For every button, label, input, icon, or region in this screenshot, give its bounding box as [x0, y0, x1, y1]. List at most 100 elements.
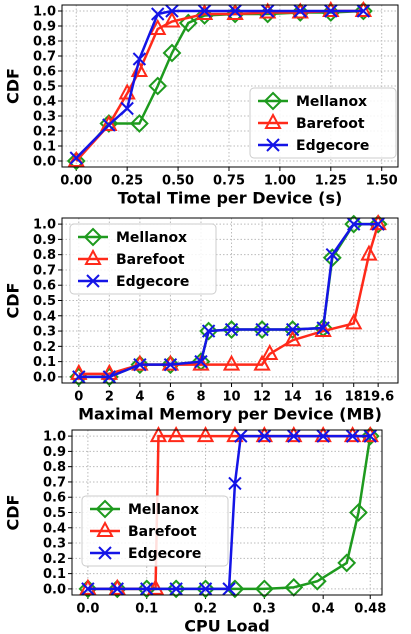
y-tick-label: 1.0 [33, 5, 56, 20]
marker [322, 0, 340, 17]
marker [132, 52, 147, 66]
marker [69, 151, 83, 165]
x-tick-label: 0 [74, 390, 83, 405]
marker [67, 150, 85, 167]
marker [130, 355, 150, 375]
marker [285, 426, 303, 443]
marker [199, 321, 219, 341]
marker [201, 324, 216, 338]
marker [81, 582, 95, 596]
x-tick-label: 0.50 [162, 174, 194, 189]
marker [293, 4, 307, 18]
marker [161, 355, 180, 375]
y-tick-label: 0.3 [43, 537, 66, 552]
x-tick-label: 12 [253, 390, 271, 405]
legend-label: Edgecore [128, 546, 201, 562]
y-tick-label: 0.5 [43, 506, 66, 521]
y-tick-label: 0.8 [43, 460, 66, 475]
marker [129, 114, 149, 133]
marker [349, 503, 368, 522]
marker [257, 429, 272, 443]
marker [86, 274, 100, 288]
marker [356, 4, 371, 18]
plot-frame [61, 217, 399, 384]
marker [226, 3, 244, 20]
marker [228, 4, 242, 18]
marker [322, 248, 342, 268]
marker [283, 330, 302, 347]
marker [266, 138, 280, 152]
x-tick-label: 0.0 [76, 602, 99, 617]
x-tick-label: 18 [345, 390, 363, 405]
legend-label: Mellanox [128, 502, 199, 518]
x-tick-label: 1.50 [366, 174, 398, 189]
marker [353, 1, 373, 21]
y-tick-label: 0.1 [43, 567, 66, 582]
x-tick-label: 0.2 [194, 602, 217, 617]
marker [108, 578, 126, 595]
marker [343, 426, 362, 443]
subplot: 0.00.10.20.30.40.50.60.70.80.91.0 0 2 4 6 8 10… [4, 214, 399, 424]
legend-label: Edgecore [296, 138, 369, 154]
marker [285, 322, 300, 337]
x-tick-label: 0.48 [354, 602, 386, 617]
marker [261, 343, 279, 360]
marker [98, 546, 112, 560]
y-tick-label: 0.2 [33, 125, 56, 140]
y-tick-label: 0.7 [43, 475, 66, 490]
y-tick-label: 1.0 [33, 218, 56, 233]
x-tick-label: 0.1 [135, 602, 158, 617]
y-axis-label: CDF [4, 283, 23, 319]
marker [151, 7, 165, 21]
legend-label: Mellanox [116, 230, 187, 246]
marker [196, 426, 215, 443]
marker [228, 476, 242, 491]
marker [146, 578, 165, 595]
y-tick-label: 0.6 [33, 279, 56, 294]
x-tick-label: 1.00 [264, 174, 296, 189]
marker [263, 91, 283, 111]
marker [222, 320, 241, 339]
marker [149, 18, 167, 35]
marker [133, 357, 147, 372]
y-tick-label: 0.4 [33, 309, 56, 324]
marker [360, 426, 380, 446]
marker [337, 553, 357, 573]
y-tick-label: 0.0 [33, 370, 56, 385]
marker [224, 322, 239, 337]
marker [148, 76, 168, 96]
x-tick-label: 0.00 [60, 174, 92, 189]
marker [120, 101, 134, 116]
y-tick-label: 1.0 [43, 430, 66, 445]
marker [254, 579, 274, 599]
y-tick-label: 0.9 [33, 20, 56, 35]
marker [324, 4, 338, 18]
y-tick-label: 0.9 [33, 233, 56, 248]
marker [255, 322, 269, 337]
marker [196, 579, 215, 599]
x-axis-label: CPU Load [184, 617, 269, 634]
marker [78, 579, 98, 599]
marker [195, 3, 214, 20]
marker [163, 357, 178, 372]
marker [371, 217, 385, 231]
x-tick-label: 1.25 [315, 174, 347, 189]
y-tick-label: 0.4 [33, 95, 56, 110]
y-tick-label: 0.8 [33, 248, 56, 263]
y-tick-label: 0.3 [33, 325, 56, 340]
marker [163, 11, 181, 28]
y-tick-label: 0.6 [43, 491, 66, 506]
y-tick-label: 0.1 [33, 140, 56, 155]
marker [307, 571, 327, 591]
x-tick-label: 2 [105, 390, 114, 405]
marker [110, 582, 125, 596]
marker [178, 13, 198, 33]
marker [194, 354, 208, 369]
marker [84, 248, 102, 265]
x-tick-label: 6 [166, 390, 175, 405]
marker [102, 370, 117, 384]
marker [363, 429, 377, 443]
marker [264, 112, 282, 129]
marker [198, 582, 213, 596]
